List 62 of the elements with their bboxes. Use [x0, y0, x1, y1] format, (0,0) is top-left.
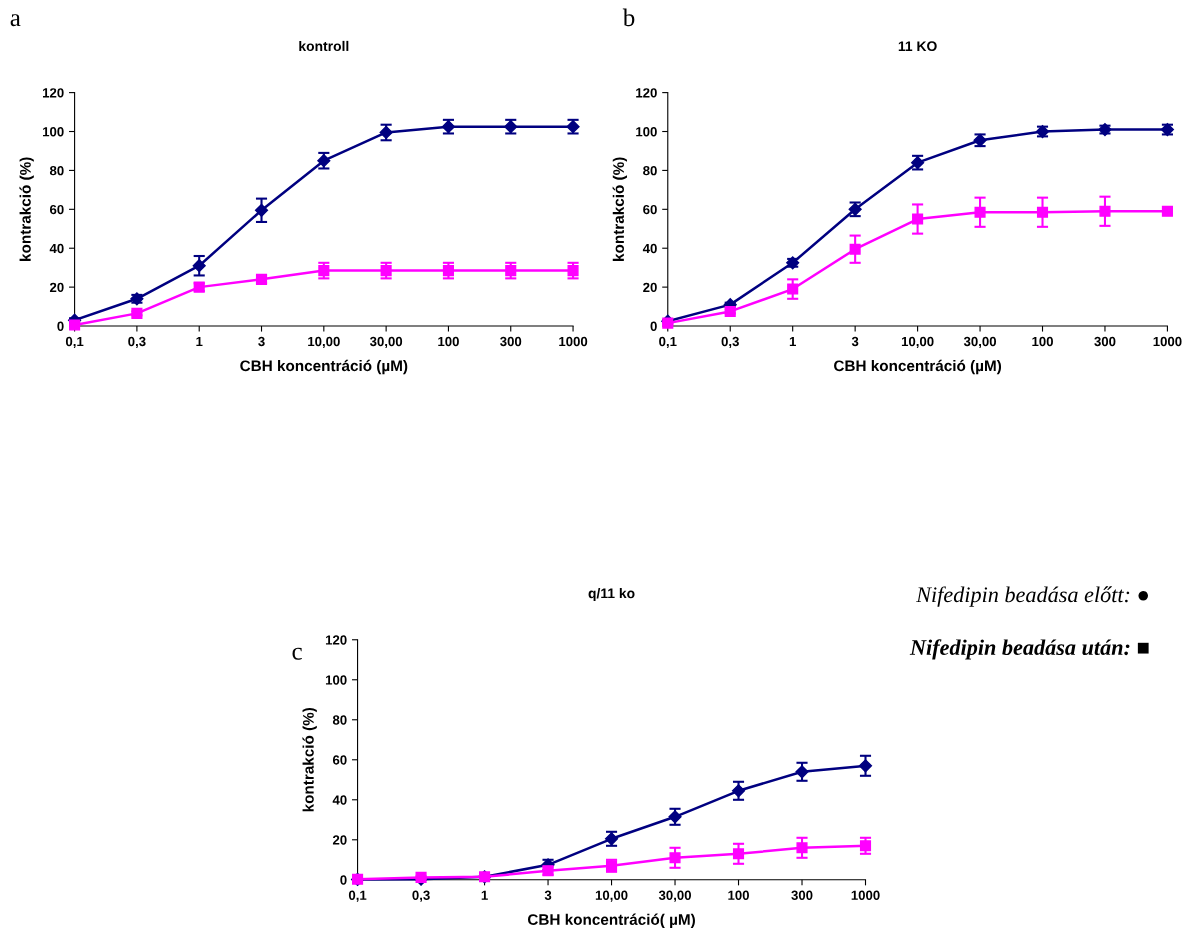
x-tick-label: 10,00	[308, 336, 340, 349]
x-tick-label: 100	[1032, 336, 1053, 347]
x-tick-label: 30,00	[369, 336, 403, 349]
y-tick-label: 20	[643, 282, 657, 293]
x-tick-label: 1	[481, 890, 488, 900]
x-tick-label: 30,00	[963, 336, 997, 349]
y-tick-label: 100	[325, 675, 347, 685]
chart-title: 11 KO	[898, 41, 937, 52]
x-axis-title: CBH koncentráció (µM)	[240, 359, 408, 375]
x-tick-label: 10,00	[595, 890, 628, 902]
y-tick-label: 80	[643, 165, 657, 176]
y-tick-label: 60	[643, 204, 657, 215]
x-tick-label: 100	[728, 890, 749, 900]
y-tick-label: 60	[332, 755, 347, 765]
y-axis-title: kontrakció (%)	[302, 707, 317, 812]
x-tick-label: 0,3	[721, 336, 739, 349]
text: Nifedipin beadása után: ■	[909, 639, 1149, 660]
y-tick-label: 120	[325, 635, 347, 645]
x-tick-label: 0,1	[659, 336, 677, 349]
text: Nifedipin beadása előtt: ●	[916, 586, 1149, 607]
x-tick-label: 1000	[1153, 336, 1182, 347]
y-tick-label: 80	[49, 165, 64, 176]
y-tick-label: 20	[332, 835, 347, 845]
y-axis-title: kontrakció (%)	[612, 157, 628, 261]
chart-title: q/11 ko	[588, 588, 635, 601]
x-tick-label: 100	[438, 336, 459, 347]
x-axis-title: CBH koncentráció( µM)	[527, 913, 695, 929]
x-tick-label: 1000	[851, 890, 880, 900]
y-tick-label: 0	[650, 321, 657, 331]
y-tick-label: 40	[332, 795, 347, 805]
x-tick-label: 0,1	[348, 890, 367, 902]
x-tick-label: 3	[258, 336, 265, 347]
y-tick-label: 0	[340, 875, 347, 885]
y-tick-label: 100	[636, 127, 657, 137]
y-tick-label: 0	[57, 321, 64, 331]
chart-title: kontroll	[299, 40, 349, 52]
y-tick-label: 120	[636, 88, 657, 98]
x-tick-label: 0,3	[412, 890, 430, 902]
text: c	[292, 647, 302, 660]
x-tick-label: 3	[544, 890, 552, 900]
y-tick-label: 20	[49, 282, 64, 293]
y-tick-label: 80	[332, 715, 347, 725]
y-tick-label: 40	[642, 243, 657, 254]
x-tick-label: 3	[851, 336, 859, 347]
x-tick-label: 300	[500, 336, 522, 347]
x-tick-label: 1000	[559, 336, 588, 347]
y-tick-label: 120	[42, 88, 64, 98]
y-tick-label: 100	[42, 127, 64, 137]
x-tick-label: 300	[1094, 336, 1116, 347]
x-tick-label: 300	[791, 890, 813, 900]
x-tick-label: 0,1	[65, 336, 84, 349]
x-axis-title: CBH koncentráció (µM)	[834, 359, 1002, 375]
x-tick-label: 1	[196, 336, 203, 346]
text: b	[622, 8, 635, 27]
y-tick-label: 60	[49, 204, 64, 215]
text: a	[10, 14, 21, 27]
x-tick-label: 10,00	[901, 336, 934, 349]
x-tick-label: 0,3	[128, 336, 146, 349]
y-tick-label: 40	[49, 243, 64, 254]
y-axis-title: kontrakció (%)	[19, 157, 34, 261]
x-tick-label: 30,00	[658, 890, 691, 902]
x-tick-label: 1	[789, 336, 796, 346]
